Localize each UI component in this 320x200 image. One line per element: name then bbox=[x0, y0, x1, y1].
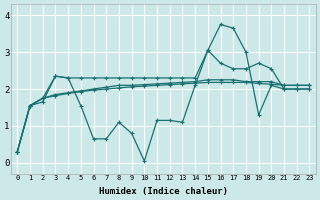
X-axis label: Humidex (Indice chaleur): Humidex (Indice chaleur) bbox=[99, 187, 228, 196]
